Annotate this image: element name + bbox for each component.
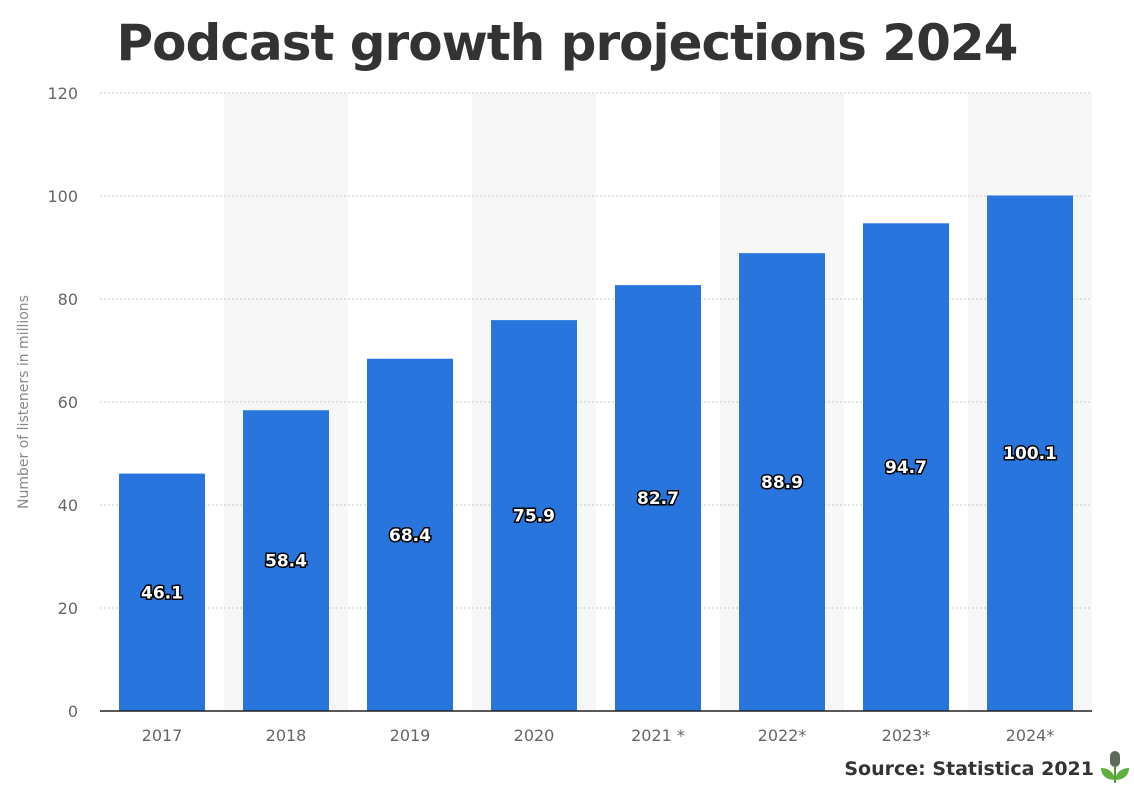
- data-label: 100.1: [1003, 444, 1057, 464]
- x-tick-label: 2019: [390, 726, 431, 745]
- y-tick-label: 0: [68, 702, 78, 721]
- x-tick-label: 2018: [266, 726, 307, 745]
- data-label: 46.1: [141, 583, 183, 603]
- y-tick-label: 40: [58, 496, 78, 515]
- chart-title: Podcast growth projections 2024: [116, 14, 1019, 72]
- bar: [491, 320, 577, 711]
- data-label: 58.4: [265, 552, 307, 572]
- bar: [119, 473, 205, 711]
- y-tick-label: 80: [58, 290, 78, 309]
- y-tick-label: 60: [58, 393, 78, 412]
- data-label: 88.9: [761, 473, 803, 493]
- x-tick-label: 2020: [514, 726, 555, 745]
- data-label: 82.7: [637, 489, 679, 509]
- bar: [987, 195, 1073, 712]
- data-label: 94.7: [885, 458, 927, 478]
- x-tick-label: 2024*: [1006, 726, 1055, 745]
- data-label: 75.9: [513, 507, 555, 527]
- podcast-microphone-plant-icon: [1101, 751, 1129, 783]
- bar: [243, 410, 329, 711]
- bar: [863, 223, 949, 712]
- y-tick-label: 20: [58, 599, 78, 618]
- bar: [367, 358, 453, 711]
- x-tick-label: 2017: [142, 726, 183, 745]
- data-label: 68.4: [389, 526, 431, 546]
- bar: [739, 253, 825, 712]
- x-tick-label: 2022*: [758, 726, 807, 745]
- x-tick-label: 2023*: [882, 726, 931, 745]
- y-tick-label: 100: [47, 187, 78, 206]
- y-tick-label: 120: [47, 84, 78, 103]
- y-axis-label: Number of listeners in millions: [16, 295, 32, 509]
- bar: [615, 285, 701, 711]
- source-note: Source: Statistica 2021: [844, 758, 1094, 780]
- x-tick-label: 2021 *: [631, 726, 685, 745]
